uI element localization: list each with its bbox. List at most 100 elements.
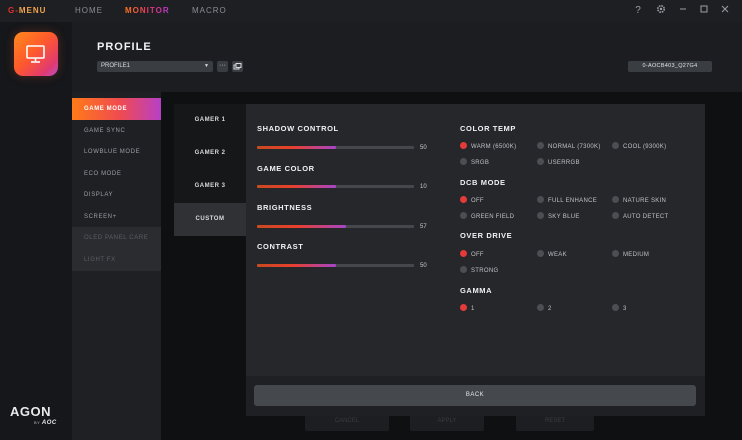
radio-dot [537,250,544,257]
game-color-value: 10 [420,184,427,190]
back-button[interactable]: BACK [254,385,696,406]
gmenu-logo: G-MENU [8,6,47,15]
reset-button: RESET [516,411,594,431]
chevron-down-icon: ▼ [204,63,209,69]
brightness-value: 57 [420,224,427,230]
monitor-tile[interactable] [14,32,58,76]
radio-dot [612,212,619,219]
maximize-button[interactable] [697,4,711,18]
radio-dcb-auto-detect[interactable]: AUTO DETECT [612,212,669,220]
submenu-lowblue-mode[interactable]: LOWBLUE MODE [84,149,141,155]
help-button[interactable]: ? [635,5,641,16]
close-icon [721,5,729,13]
shadow-control-label: SHADOW CONTROL [257,124,339,133]
slider-fill [257,225,347,228]
brightness-slider[interactable] [257,225,414,228]
custom-mode-dialog [246,104,705,416]
radio-dot [537,212,544,219]
radio-dot [612,250,619,257]
slider-fill [257,185,336,188]
close-button[interactable] [718,4,732,18]
more-options-button[interactable]: ··· [217,61,228,72]
radio-color-temp-warm[interactable]: WARM (6500K) [460,142,516,150]
nav-home[interactable]: HOME [75,6,103,15]
submenu-light-fx: LIGHT FX [72,249,161,271]
radio-dcb-nature-skin[interactable]: NATURE SKIN [612,196,666,204]
shadow-control-slider[interactable] [257,146,414,149]
radio-dot [537,142,544,149]
slider-fill [257,264,336,267]
radio-dcb-full-enhance[interactable]: FULL ENHANCE [537,196,597,204]
apply-button: APPLY [410,411,484,431]
copy-icon [233,63,242,70]
radio-dcb-off[interactable]: OFF [460,196,484,204]
submenu-game-sync[interactable]: GAME SYNC [84,128,126,134]
settings-button[interactable] [654,4,668,18]
radio-dot [537,158,544,165]
radio-dot [537,196,544,203]
tab-custom[interactable]: CUSTOM [174,203,246,236]
radio-dot [460,196,467,203]
color-temp-label: COLOR TEMP [460,124,516,133]
tab-gamer-1[interactable]: GAMER 1 [194,117,226,123]
radio-overdrive-off[interactable]: OFF [460,250,484,258]
profile-dropdown[interactable]: PROFILE1 ▼ [97,61,213,72]
radio-dot [612,196,619,203]
tab-gamer-3[interactable]: GAMER 3 [194,183,226,189]
left-rail [0,22,72,440]
radio-dot [460,304,467,311]
agon-logo: AGON [10,404,51,419]
radio-dcb-sky-blue[interactable]: SKY BLUE [537,212,580,220]
nav-macro[interactable]: MACRO [192,6,227,15]
radio-dot [460,158,467,165]
minimize-button[interactable] [676,4,690,18]
submenu-screen-plus[interactable]: SCREEN+ [84,214,117,220]
tab-gamer-2[interactable]: GAMER 2 [194,150,226,156]
contrast-slider[interactable] [257,264,414,267]
game-color-label: GAME COLOR [257,164,315,173]
nav-monitor[interactable]: MONITOR [125,6,170,15]
submenu-display[interactable]: DISPLAY [84,192,114,198]
profile-dropdown-value: PROFILE1 [101,63,131,69]
gear-icon [656,4,666,14]
monitor-model-badge: 0-AOCB403_Q27G4 [628,61,712,72]
title-bar: G-MENU HOME MONITOR MACRO ? [0,0,742,22]
submenu-game-mode[interactable]: GAME MODE [72,98,161,120]
radio-dot [460,266,467,273]
profile-header [72,22,742,92]
dcb-mode-label: DCB MODE [460,178,506,187]
slider-fill [257,146,336,149]
shadow-control-value: 50 [420,145,427,151]
radio-overdrive-medium[interactable]: MEDIUM [612,250,649,258]
radio-dcb-green-field[interactable]: GREEN FIELD [460,212,514,220]
page-title: PROFILE [97,41,152,53]
radio-dot [460,142,467,149]
brightness-label: BRIGHTNESS [257,203,313,212]
game-color-slider[interactable] [257,185,414,188]
radio-color-temp-normal[interactable]: NORMAL (7300K) [537,142,601,150]
radio-dot [460,250,467,257]
gamma-label: GAMMA [460,286,493,295]
radio-gamma-2[interactable]: 2 [537,304,552,312]
radio-color-temp-cool[interactable]: COOL (9300K) [612,142,666,150]
radio-overdrive-strong[interactable]: STRONG [460,266,498,274]
radio-gamma-1[interactable]: 1 [460,304,475,312]
minimize-icon [680,8,686,10]
radio-dot [612,304,619,311]
radio-gamma-3[interactable]: 3 [612,304,627,312]
contrast-value: 50 [420,263,427,269]
radio-overdrive-weak[interactable]: WEAK [537,250,567,258]
monitor-icon [26,45,45,63]
radio-color-temp-srgb[interactable]: SRGB [460,158,489,166]
contrast-label: CONTRAST [257,242,304,251]
radio-color-temp-userrgb[interactable]: USERRGB [537,158,580,166]
radio-dot [612,142,619,149]
submenu-eco-mode[interactable]: ECO MODE [84,171,122,177]
over-drive-label: OVER DRIVE [460,231,513,240]
maximize-icon [700,5,708,13]
radio-dot [460,212,467,219]
cancel-button: CANCEL [305,411,389,431]
save-profile-button[interactable] [232,61,243,72]
aoc-logo: BY AOC [34,420,57,426]
submenu-oled-panel-care: OLED PANEL CARE [72,227,161,249]
